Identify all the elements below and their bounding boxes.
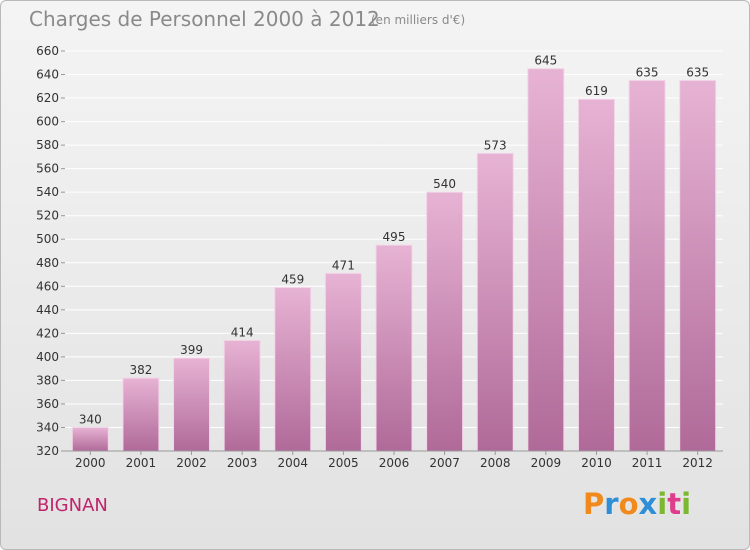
logo-letter: r bbox=[604, 487, 619, 521]
data-label: 382 bbox=[129, 363, 152, 377]
bar bbox=[274, 286, 312, 452]
bar bbox=[476, 152, 514, 452]
y-tick-label: 560 bbox=[36, 162, 59, 176]
y-tick-label: 400 bbox=[36, 350, 59, 364]
y-tick-label: 620 bbox=[36, 91, 59, 105]
data-label: 340 bbox=[79, 412, 102, 426]
bar bbox=[122, 377, 160, 452]
chart-subtitle: (en milliers d'€) bbox=[371, 13, 466, 27]
logo-letter: P bbox=[583, 487, 605, 521]
data-label: 635 bbox=[636, 65, 659, 79]
proxiti-logo[interactable]: Proxiti bbox=[583, 487, 691, 521]
x-tick-label: 2007 bbox=[429, 456, 460, 470]
x-tick-label: 2008 bbox=[480, 456, 511, 470]
y-tick-label: 380 bbox=[36, 373, 59, 387]
y-tick-label: 340 bbox=[36, 420, 59, 434]
bar bbox=[71, 426, 109, 452]
logo-letter: i bbox=[657, 487, 668, 521]
logo-letter: t bbox=[667, 487, 682, 521]
y-tick-label: 660 bbox=[36, 44, 59, 58]
data-label: 619 bbox=[585, 84, 608, 98]
data-label: 635 bbox=[686, 65, 709, 79]
chart-title: Charges de Personnel 2000 à 2012 bbox=[29, 7, 380, 31]
data-label: 645 bbox=[534, 54, 557, 68]
x-tick-label: 2005 bbox=[328, 456, 359, 470]
city-name: BIGNAN bbox=[37, 495, 108, 516]
x-tick-label: 2003 bbox=[227, 456, 258, 470]
y-tick-label: 460 bbox=[36, 279, 59, 293]
y-tick-label: 600 bbox=[36, 115, 59, 129]
logo-letter: o bbox=[618, 487, 639, 521]
data-label: 459 bbox=[281, 272, 304, 286]
y-tick-label: 500 bbox=[36, 232, 59, 246]
bar bbox=[577, 98, 615, 452]
data-label: 399 bbox=[180, 343, 203, 357]
bar bbox=[223, 339, 261, 452]
y-tick-label: 360 bbox=[36, 397, 59, 411]
y-tick-label: 320 bbox=[36, 444, 59, 458]
y-tick-label: 480 bbox=[36, 256, 59, 270]
bar bbox=[173, 357, 211, 452]
data-label: 471 bbox=[332, 258, 355, 272]
y-axis-ticks: 320 340 360 380 400 420 440 460 480 500 520 540 560 5… bbox=[36, 44, 59, 458]
x-tick-label: 2001 bbox=[126, 456, 157, 470]
x-tick-label: 2012 bbox=[682, 456, 713, 470]
bar bbox=[375, 244, 413, 452]
x-tick-label: 2010 bbox=[581, 456, 612, 470]
bars bbox=[71, 68, 717, 452]
bar bbox=[426, 191, 464, 452]
data-label: 573 bbox=[484, 138, 507, 152]
y-tick-label: 440 bbox=[36, 303, 59, 317]
x-tick-label: 2004 bbox=[277, 456, 308, 470]
x-axis-ticks: 2000 2001 2002 2003 2004 2005 2006 2007 2008 2009… bbox=[65, 450, 723, 470]
data-label: 540 bbox=[433, 177, 456, 191]
x-tick-label: 2000 bbox=[75, 456, 106, 470]
y-tick-label: 540 bbox=[36, 185, 59, 199]
logo-letter: i bbox=[681, 487, 692, 521]
x-tick-label: 2006 bbox=[379, 456, 410, 470]
y-tick-label: 520 bbox=[36, 209, 59, 223]
x-tick-label: 2002 bbox=[176, 456, 207, 470]
bar bbox=[527, 68, 565, 452]
bar bbox=[324, 272, 362, 452]
bar bbox=[628, 79, 666, 452]
data-labels: 340 382 399 414 459 471 495 540 573 645 619 635 635 bbox=[79, 54, 709, 427]
data-label: 495 bbox=[383, 230, 406, 244]
y-tick-label: 640 bbox=[36, 68, 59, 82]
x-tick-label: 2011 bbox=[632, 456, 663, 470]
logo-letter: x bbox=[638, 487, 658, 521]
data-label: 414 bbox=[231, 325, 254, 339]
bar bbox=[679, 79, 717, 452]
x-tick-label: 2009 bbox=[531, 456, 562, 470]
y-tick-label: 580 bbox=[36, 138, 59, 152]
y-tick-label: 420 bbox=[36, 326, 59, 340]
